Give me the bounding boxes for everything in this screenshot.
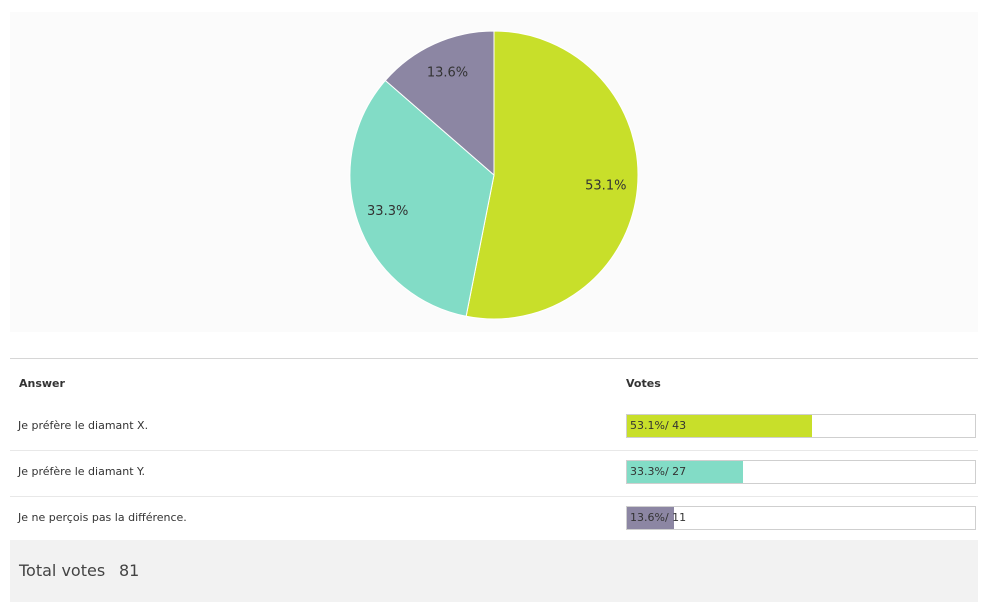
vote-bar-text: 33.3%/ 27 [630,465,687,478]
vote-bar-text: 13.6%/ 11 [630,511,687,524]
votes-column-header: Votes [626,377,661,390]
vote-bar-fill [627,461,743,483]
vote-bar-fill [627,415,812,437]
pie-slice-label: 53.1% [585,178,626,193]
pie-slice [465,30,639,320]
results-table: Answer Votes Je préfère le diamant X. 53… [10,358,978,543]
table-header: Answer Votes [10,359,978,405]
total-votes-bar: Total votes 81 [10,540,978,602]
pie-slice-label: 33.3% [367,204,408,219]
pie-slice [384,30,495,177]
answer-label: Je préfère le diamant X. [18,419,149,432]
total-votes-label: Total votes [19,561,106,580]
pie-slice-label: 13.6% [427,65,468,80]
total-votes-value: 81 [119,561,140,580]
answer-label: Je ne perçois pas la différence. [18,511,187,524]
vote-bar: 13.6%/ 11 [626,506,976,530]
answer-label: Je préfère le diamant Y. [18,465,146,478]
vote-bar-text: 53.1%/ 43 [630,419,687,432]
answer-column-header: Answer [19,377,65,390]
vote-bar-fill [627,507,675,529]
table-row: Je préfère le diamant X. 53.1%/ 43 [10,405,978,451]
vote-bar: 53.1%/ 43 [626,414,976,438]
pie-slice [349,79,495,317]
vote-bar: 33.3%/ 27 [626,460,976,484]
pie-chart-panel: 53.1% 33.3% 13.6% [10,12,978,332]
table-row: Je ne perçois pas la différence. 13.6%/ … [10,497,978,543]
table-row: Je préfère le diamant Y. 33.3%/ 27 [10,451,978,497]
pie-chart: 53.1% 33.3% 13.6% [349,30,639,320]
